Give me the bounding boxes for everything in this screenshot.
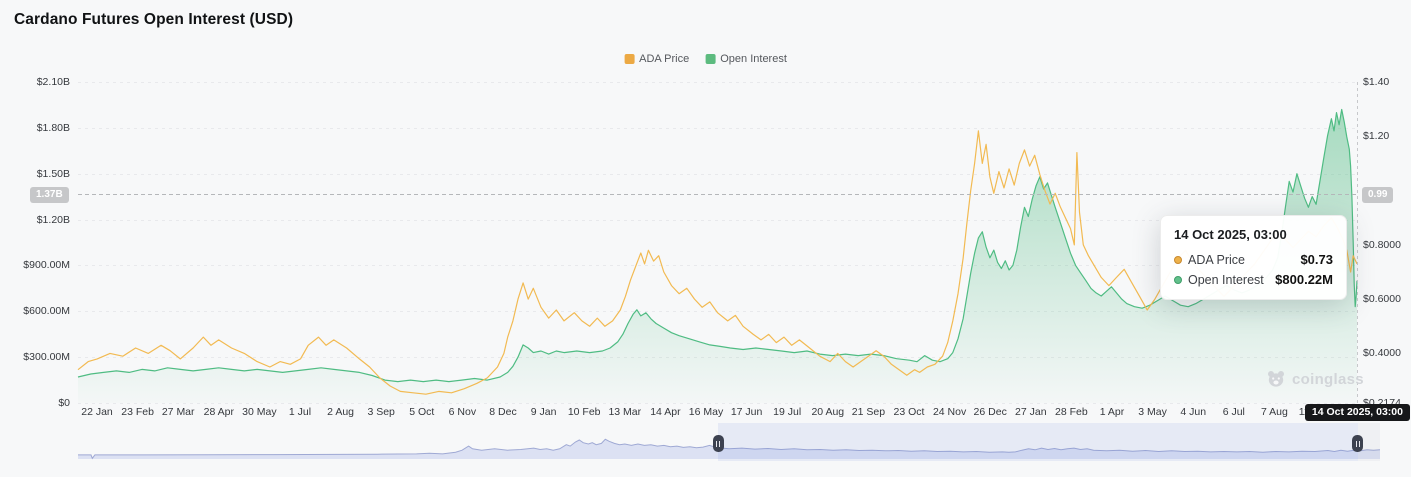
x-axis-tick: 7 Aug: [1260, 406, 1288, 418]
navigator-right-rest: [1357, 423, 1380, 461]
navigator-selection[interactable]: [718, 423, 1358, 461]
navigator-right-handle[interactable]: [1352, 435, 1364, 452]
crosshair-lines: [78, 82, 1358, 403]
right-axis-tick: $0.4000: [1363, 347, 1401, 360]
x-axis-tick: 27 Jan: [1015, 406, 1047, 418]
left-axis-tick: $0: [58, 397, 70, 409]
tooltip-series-value: $800.22M: [1275, 272, 1333, 287]
x-axis-tick: 26 Dec: [973, 406, 1007, 418]
right-axis-tick: $0.8000: [1363, 238, 1401, 251]
x-axis-tick: 17 Jun: [730, 406, 763, 418]
x-axis-tick: 4 Jun: [1180, 406, 1207, 418]
x-axis-tick: 13 Mar: [608, 406, 642, 418]
chart-tooltip: 14 Oct 2025, 03:00 ADA Price $0.73 Open In…: [1160, 215, 1347, 300]
x-axis-tick: 3 Sep: [367, 406, 395, 418]
right-axis-tick: $1.20: [1363, 130, 1390, 143]
legend: ADA Price Open Interest: [624, 53, 787, 65]
legend-swatch-icon: [705, 54, 716, 64]
left-axis-tick: $900.00M: [23, 259, 70, 272]
legend-label: Open Interest: [720, 53, 787, 65]
x-axis-tick: 3 May: [1138, 406, 1167, 418]
x-axis-tick: 9 Jan: [530, 406, 557, 418]
tooltip-date: 14 Oct 2025, 03:00: [1174, 227, 1287, 242]
coinglass-watermark: coinglass: [1266, 369, 1364, 389]
x-axis-tick: 28 Feb: [1055, 406, 1088, 418]
x-axis-tick: 23 Oct: [893, 406, 925, 418]
cursor-date-badge: 14 Oct 2025, 03:00: [1304, 404, 1410, 421]
x-axis-tick: 22 Jan: [81, 406, 113, 418]
x-axis-tick: 8 Dec: [489, 406, 517, 418]
x-axis-tick: 20 Aug: [811, 406, 845, 418]
watermark-label: coinglass: [1292, 370, 1364, 388]
x-axis-tick: 6 Nov: [448, 406, 477, 418]
left-axis-tick: $2.10B: [36, 76, 70, 88]
legend-item-ada-price[interactable]: ADA Price: [624, 53, 689, 65]
x-axis-tick: 21 Sep: [851, 406, 886, 418]
left-axis-tick: $1.20B: [36, 213, 70, 226]
page-title: Cardano Futures Open Interest (USD): [14, 11, 294, 28]
x-axis-tick: 1 Jul: [288, 406, 312, 418]
tooltip-series-label: ADA Price: [1188, 252, 1245, 267]
series-dot-icon: [1174, 255, 1182, 264]
right-axis-cursor-badge: 0.99: [1362, 186, 1394, 203]
coinglass-bear-icon: [1268, 371, 1284, 387]
x-axis-tick: 28 Apr: [203, 406, 234, 418]
x-axis-tick: 14 Apr: [650, 406, 681, 418]
left-axis-cursor-badge: 1.37B: [30, 186, 69, 203]
x-axis-tick: 24 Nov: [932, 406, 967, 418]
x-axis-tick: 16 May: [688, 406, 724, 418]
legend-label: ADA Price: [639, 53, 690, 65]
legend-swatch-icon: [624, 54, 635, 64]
tooltip-series-label: Open Interest: [1188, 272, 1264, 287]
tooltip-series-value: $0.73: [1300, 252, 1333, 267]
x-axis-tick: 2 Aug: [327, 406, 355, 418]
navigator-left-handle[interactable]: [712, 435, 724, 452]
tooltip-rows: ADA Price $0.73 Open Interest $800.22M: [1174, 252, 1333, 287]
tooltip-row: Open Interest $800.22M: [1174, 272, 1333, 287]
x-axis-tick: 6 Jul: [1222, 406, 1245, 418]
left-axis-tick: $600.00M: [23, 305, 70, 318]
x-axis-tick: 1 Apr: [1099, 406, 1125, 418]
left-axis-tick: $300.00M: [23, 351, 70, 364]
right-axis-tick: $0.6000: [1363, 293, 1401, 306]
series-dot-icon: [1174, 275, 1182, 284]
tooltip-row: ADA Price $0.73: [1174, 252, 1333, 267]
navigator-area-chart: [78, 438, 1381, 460]
x-axis-tick: 27 Mar: [161, 406, 195, 418]
left-axis-tick: $1.80B: [36, 121, 70, 134]
x-axis-tick: 10 Feb: [567, 406, 601, 418]
x-axis-tick: 30 May: [242, 406, 277, 418]
left-axis-tick: $1.50B: [36, 167, 70, 180]
right-axis-tick: $1.40: [1363, 76, 1390, 88]
x-axis-tick: 23 Feb: [121, 406, 154, 418]
x-axis-tick: 5 Oct: [409, 406, 435, 418]
legend-item-open-interest[interactable]: Open Interest: [705, 53, 787, 65]
x-axis-tick: 19 Jul: [773, 406, 802, 418]
